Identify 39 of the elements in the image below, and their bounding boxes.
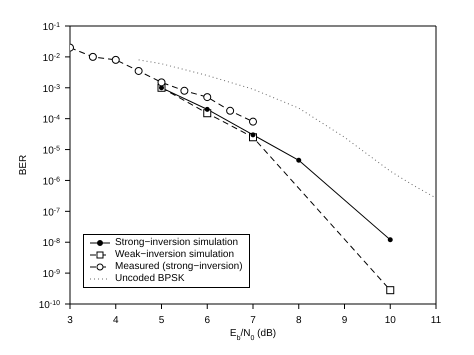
y-tick-label: 10$^{-7}$	[42, 206, 60, 218]
x-tick-label: 5	[158, 315, 165, 326]
point	[204, 106, 210, 112]
point	[112, 56, 120, 64]
x-tick-label: 11	[430, 315, 442, 326]
y-tick-label: 10$^{-1}$	[42, 22, 60, 33]
point	[180, 86, 188, 95]
point	[386, 286, 394, 294]
y-tick-label: 10$^{-9}$	[42, 268, 60, 280]
x-tick-label: 9	[342, 315, 348, 326]
y-tick-label: 10$^{-8}$	[42, 238, 60, 250]
legend-label: Weak−inversion simulation	[115, 249, 234, 261]
legend-label: Measured (strong−inversion)	[115, 261, 243, 273]
point	[250, 132, 256, 138]
x-tick-label: 4	[112, 315, 119, 326]
y-tick-label: 10$^{-6}$	[42, 176, 60, 188]
x-tick-label: 10	[384, 315, 396, 326]
y-tick-label: 10$^{-4}$	[42, 114, 60, 126]
point	[158, 78, 166, 86]
point	[388, 237, 393, 242]
line-series	[138, 59, 436, 199]
y-tick-label: 10$^{-3}$	[42, 83, 60, 95]
y-tick-label: 10$^{-10}$	[38, 300, 60, 311]
point	[203, 93, 212, 102]
x-tick-label: 6	[204, 315, 210, 326]
point	[296, 158, 302, 163]
y-axis-title: BER	[18, 154, 29, 176]
x-tick-label: 3	[67, 315, 74, 326]
y-tick-label: 10$^{-2}$	[42, 52, 60, 64]
point	[249, 118, 257, 126]
x-tick-label: 7	[250, 315, 256, 326]
legend-label: Strong−inversion simulation	[115, 237, 238, 249]
x-tick-label: 8	[296, 315, 302, 326]
legend-label: Uncoded BPSK	[115, 273, 184, 285]
point	[134, 66, 143, 75]
point	[88, 52, 97, 61]
y-tick-label: 10$^{-5}$	[42, 145, 60, 157]
x-axis-title: E$_{b}$/N$_{0}$ (dB)	[230, 328, 276, 342]
point	[226, 106, 234, 115]
